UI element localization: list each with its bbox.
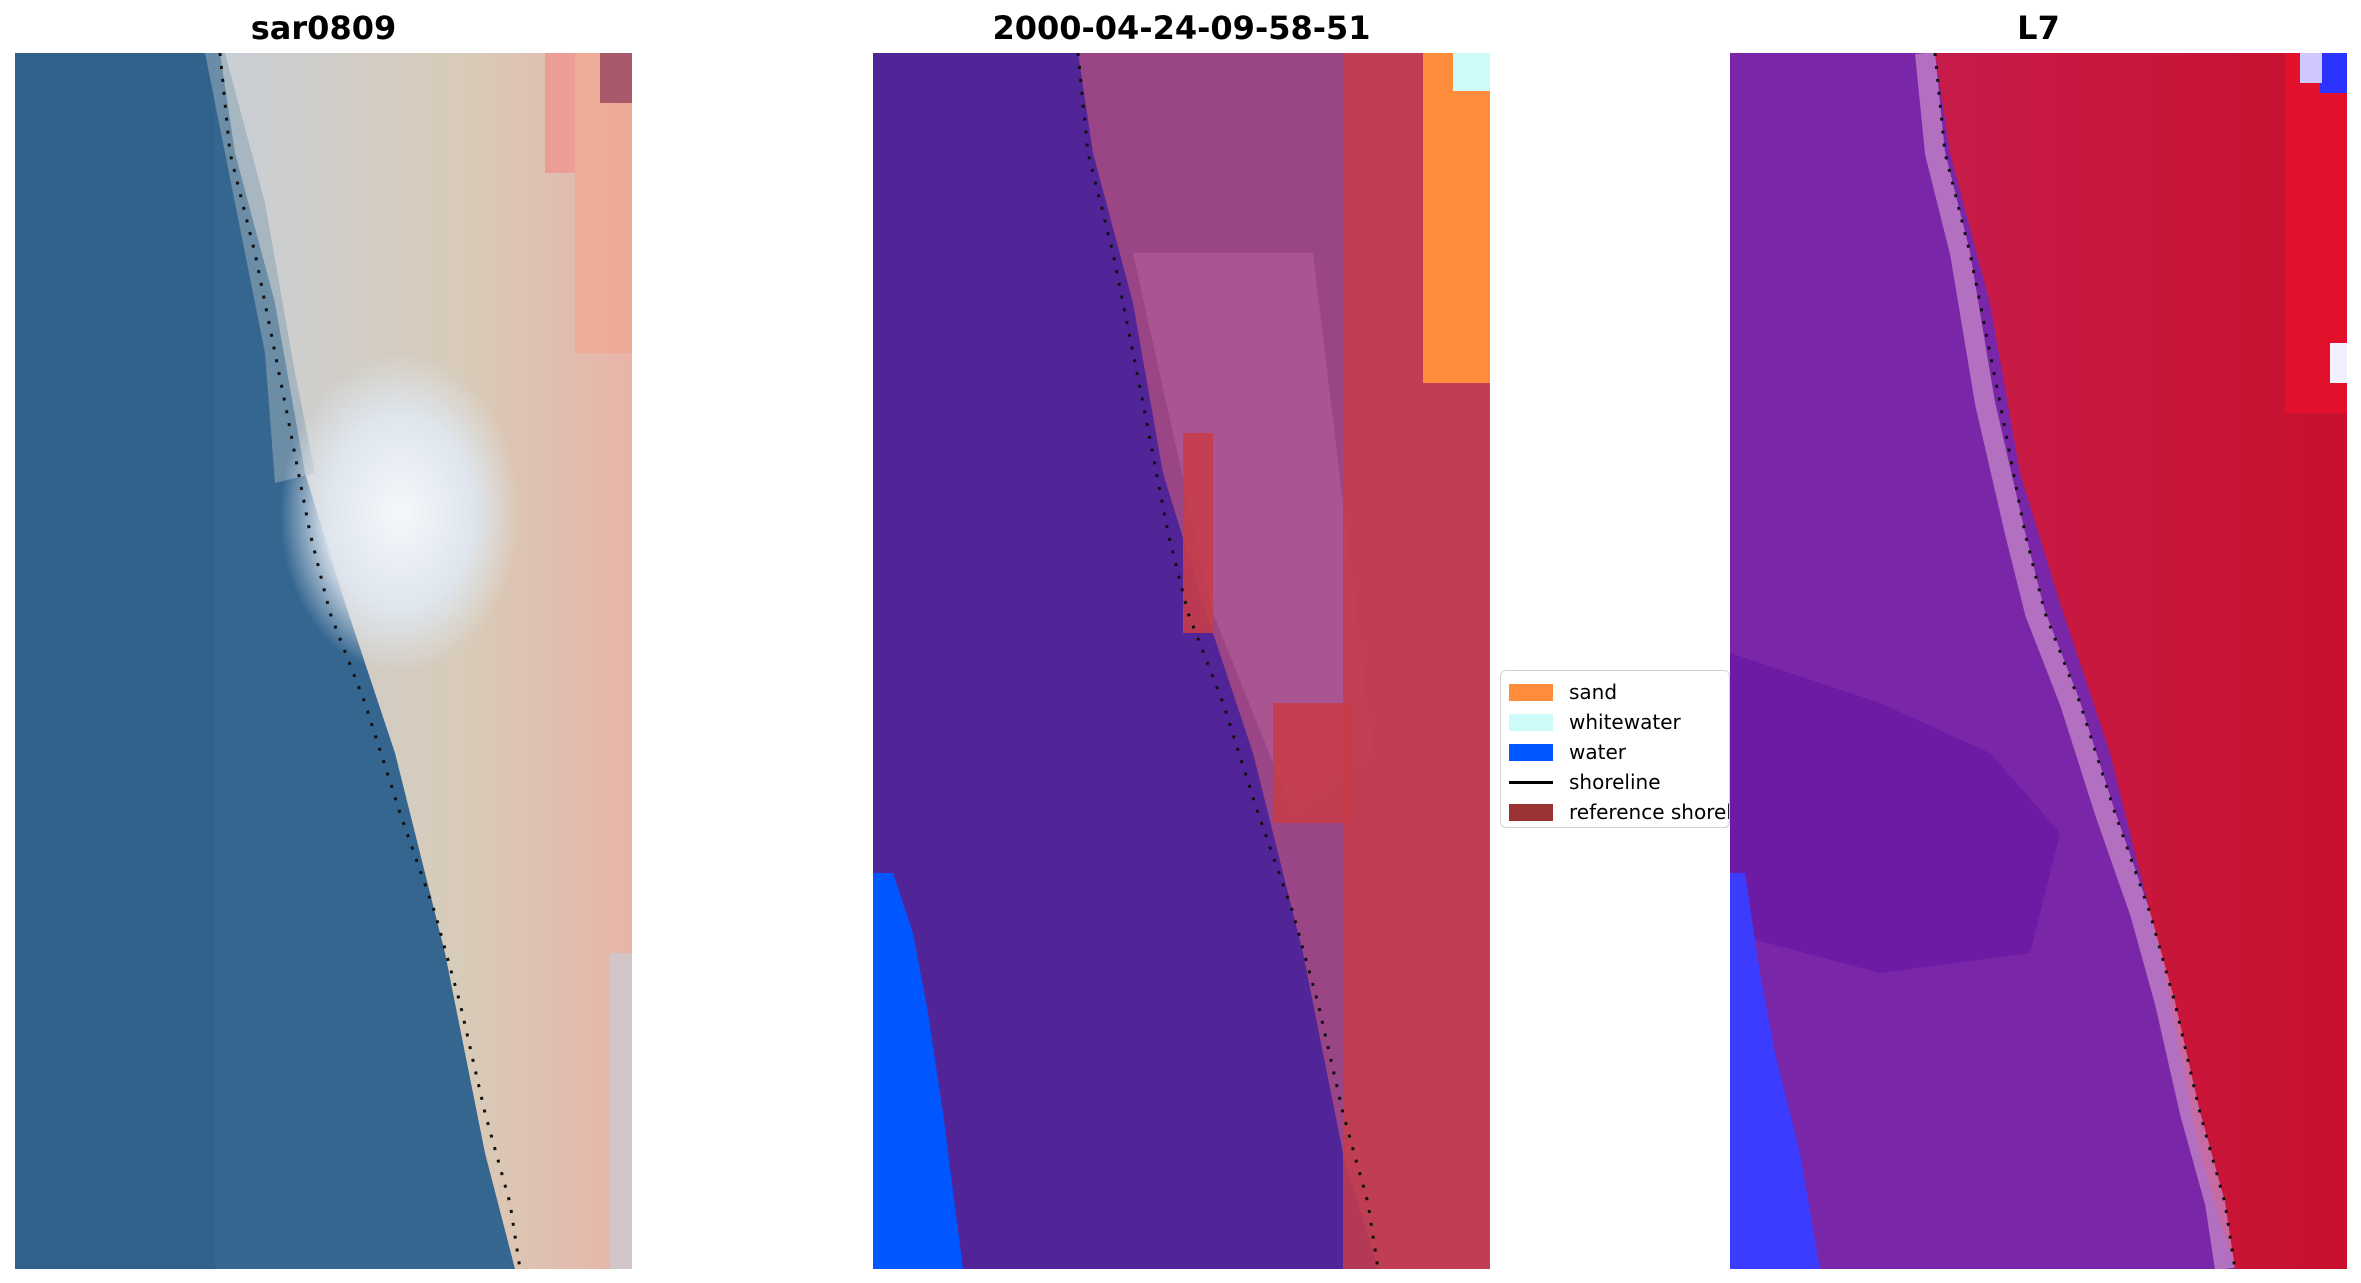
water-area xyxy=(873,873,963,1269)
legend-item-shoreline: shoreline xyxy=(1509,767,1721,797)
whitewater-area xyxy=(1453,53,1490,91)
l7-image-panel xyxy=(1730,53,2347,1269)
sand-area xyxy=(1423,53,1490,383)
legend-item-sand: sand xyxy=(1509,677,1721,707)
shoreline-line-swatch xyxy=(1509,780,1553,784)
legend-label: sand xyxy=(1569,680,1618,704)
legend-label: reference shoreline xyxy=(1569,800,1729,824)
whitewater-swatch xyxy=(1509,713,1553,731)
classified-image-panel xyxy=(873,53,1490,1269)
water-swatch xyxy=(1509,743,1553,761)
panel-title-sar0809: sar0809 xyxy=(250,9,397,47)
legend-item-whitewater: whitewater xyxy=(1509,707,1721,737)
legend: sand whitewater water shoreline referenc… xyxy=(1500,670,1730,828)
legend-label: shoreline xyxy=(1569,770,1661,794)
legend-item-reference-shoreline: reference shoreline xyxy=(1509,797,1729,827)
legend-item-water: water xyxy=(1509,737,1721,767)
panel-title-l7: L7 xyxy=(2017,9,2060,47)
classified-image xyxy=(873,53,1490,1269)
white-blob xyxy=(280,353,520,673)
panel-title-date: 2000-04-24-09-58-51 xyxy=(992,9,1371,47)
legend-label: whitewater xyxy=(1569,710,1681,734)
rgb-image-panel xyxy=(15,53,632,1269)
water-area xyxy=(1730,873,1820,1269)
rgb-image xyxy=(15,53,632,1269)
index-image xyxy=(1730,53,2347,1269)
reference-shoreline-swatch xyxy=(1509,803,1553,821)
legend-label: water xyxy=(1569,740,1626,764)
land-index-area xyxy=(1935,53,2347,1269)
sand-swatch xyxy=(1509,683,1553,701)
